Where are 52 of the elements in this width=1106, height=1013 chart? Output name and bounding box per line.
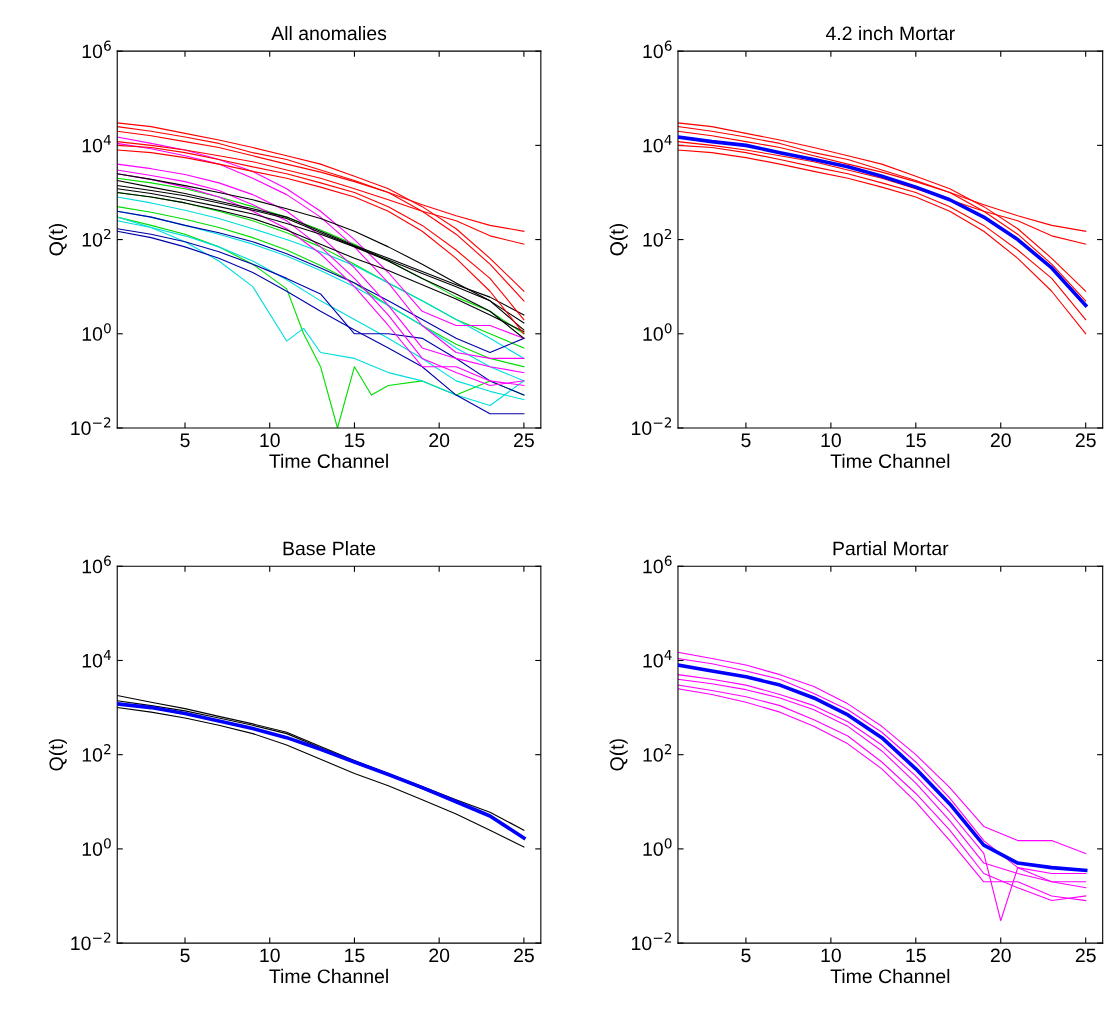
y-axis-title: Q(t) [609, 224, 628, 256]
y-tick-label: 10$^{6}$ [643, 555, 672, 574]
y-tick-label: 10$^{4}$ [82, 650, 111, 668]
y-axis-title: Q(t) [48, 224, 67, 256]
chart-title: Partial Mortar [833, 541, 949, 556]
x-tick-label: 5 [741, 433, 751, 448]
y-axis-title: Q(t) [609, 739, 628, 771]
y-tick-label: 10$^{−2}$ [71, 417, 111, 436]
x-tick-label: 20 [429, 433, 450, 448]
x-tick-label: 10 [821, 948, 841, 963]
x-tick-label: 25 [514, 433, 534, 448]
x-tick-label: 25 [514, 948, 534, 963]
x-tick-label: 10 [821, 433, 841, 448]
y-tick-label: 10$^{−2}$ [632, 417, 672, 436]
y-tick-label: 10$^{6}$ [643, 40, 672, 59]
y-tick-label: 10$^{2}$ [82, 228, 111, 247]
x-tick-label: 5 [180, 433, 190, 448]
y-tick-label: 10$^{4}$ [643, 650, 672, 668]
x-tick-label: 10 [260, 948, 280, 963]
x-tick-label: 15 [345, 948, 365, 963]
x-tick-label: 5 [741, 948, 751, 963]
y-tick-label: 10$^{0}$ [82, 323, 111, 341]
x-tick-label: 25 [1075, 948, 1096, 963]
x-axis-title: Time Channel [269, 453, 388, 469]
x-axis-title: Time Channel [830, 453, 950, 469]
y-tick-label: 10$^{0}$ [643, 323, 672, 341]
y-tick-label: 10$^{4}$ [82, 134, 111, 153]
y-axis-title: Q(t) [48, 739, 67, 771]
x-tick-label: 15 [345, 433, 365, 448]
x-tick-label: 20 [990, 948, 1011, 963]
y-tick-label: 10$^{4}$ [643, 134, 672, 153]
y-tick-label: 10$^{0}$ [82, 838, 111, 856]
y-tick-label: 10$^{0}$ [643, 838, 672, 856]
x-axis-title: Time Channel [269, 968, 388, 984]
x-tick-label: 20 [990, 433, 1011, 448]
x-tick-label: 25 [1075, 433, 1096, 448]
y-tick-label: 10$^{2}$ [643, 228, 672, 247]
y-tick-label: 10$^{−2}$ [632, 932, 672, 951]
y-tick-label: 10$^{2}$ [82, 744, 111, 762]
x-axis-title: Time Channel [830, 968, 950, 984]
chart-title: All anomalies [271, 25, 387, 41]
x-tick-label: 20 [429, 948, 450, 963]
x-tick-label: 5 [180, 948, 190, 963]
chart-title: 4.2 inch Mortar [825, 25, 955, 41]
y-tick-label: 10$^{−2}$ [71, 932, 111, 951]
x-tick-label: 15 [906, 948, 926, 963]
x-tick-label: 10 [260, 433, 280, 448]
y-tick-label: 10$^{2}$ [643, 744, 672, 762]
chart-title: Base Plate [283, 541, 376, 556]
x-tick-label: 15 [906, 433, 926, 448]
y-tick-label: 10$^{6}$ [82, 555, 111, 574]
y-tick-label: 10$^{6}$ [82, 40, 111, 59]
